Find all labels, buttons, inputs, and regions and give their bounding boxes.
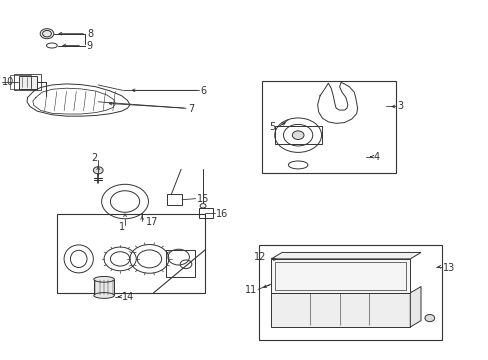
Circle shape: [292, 131, 304, 139]
Ellipse shape: [94, 276, 114, 282]
Text: 13: 13: [442, 262, 454, 273]
Bar: [166, 250, 194, 277]
Bar: [274, 126, 321, 144]
Bar: [275, 262, 406, 290]
Text: 10: 10: [2, 77, 14, 87]
Polygon shape: [409, 287, 420, 327]
Bar: [271, 293, 409, 327]
Bar: [261, 81, 395, 173]
Bar: [14, 74, 41, 90]
Bar: [10, 75, 31, 89]
Text: 6: 6: [200, 86, 206, 96]
Text: 5: 5: [268, 122, 275, 132]
Bar: [271, 259, 409, 293]
Ellipse shape: [94, 293, 114, 298]
Circle shape: [40, 29, 54, 39]
Text: 7: 7: [187, 104, 194, 114]
Text: 1: 1: [118, 222, 124, 232]
Polygon shape: [271, 252, 420, 259]
Bar: [199, 208, 212, 218]
Text: 9: 9: [86, 41, 92, 51]
Circle shape: [424, 315, 434, 321]
Bar: [94, 279, 114, 296]
Text: 14: 14: [122, 292, 134, 302]
Text: 16: 16: [216, 209, 228, 219]
Text: 17: 17: [146, 217, 158, 227]
Text: 11: 11: [245, 285, 257, 296]
Circle shape: [93, 167, 103, 174]
Text: 3: 3: [397, 102, 403, 112]
Bar: [167, 194, 182, 205]
Text: 4: 4: [373, 152, 379, 162]
Bar: [259, 244, 441, 339]
Bar: [19, 76, 37, 89]
Text: 8: 8: [87, 29, 93, 39]
Bar: [57, 214, 205, 293]
Text: 2: 2: [91, 153, 97, 163]
Text: 12: 12: [254, 252, 266, 262]
Text: 15: 15: [196, 194, 209, 204]
